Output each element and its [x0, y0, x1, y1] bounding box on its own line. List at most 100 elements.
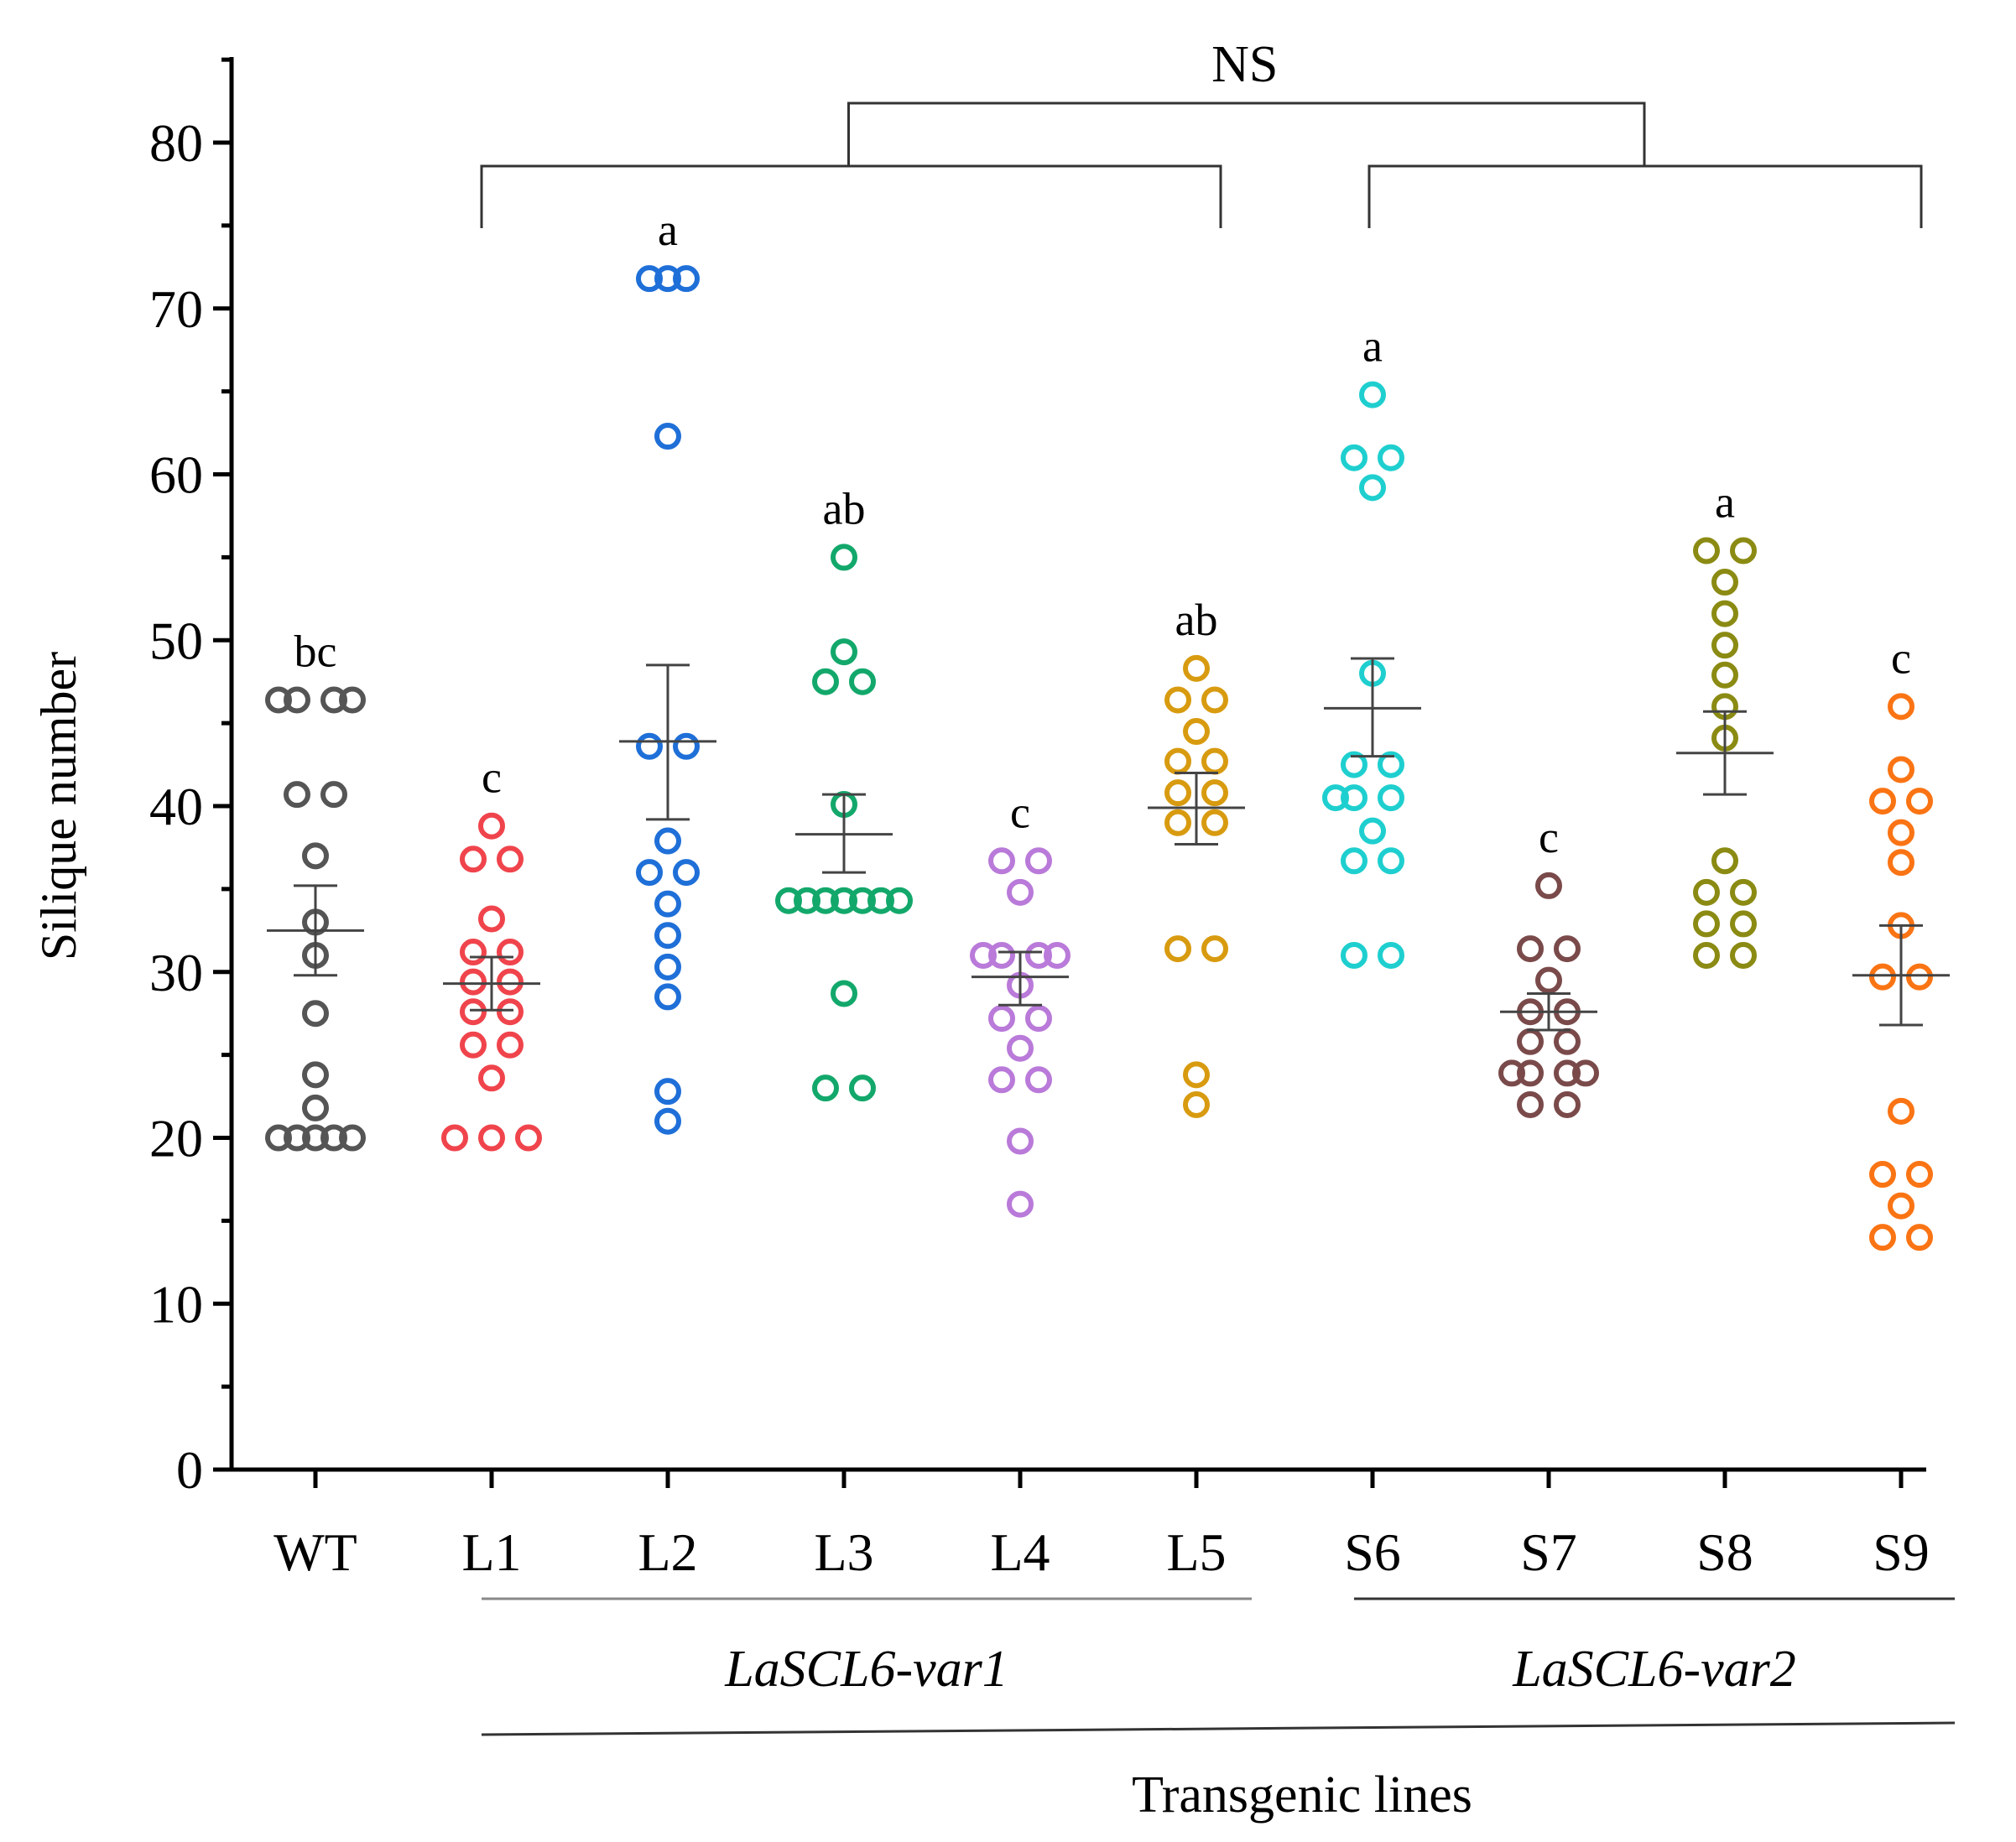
- data-point: [1201, 935, 1228, 963]
- data-point: [1378, 444, 1404, 471]
- data-point: [1693, 878, 1720, 906]
- x-tick-label: S7: [1520, 1522, 1577, 1582]
- data-point: [1693, 910, 1720, 938]
- data-point: [988, 941, 1015, 969]
- data-point: [812, 668, 839, 695]
- significance-label: ab: [1175, 595, 1218, 645]
- data-point: [460, 1031, 487, 1059]
- data-point: [478, 1064, 505, 1092]
- x-tick-label: L1: [461, 1522, 521, 1582]
- data-point: [1535, 872, 1562, 899]
- data-point: [1025, 1005, 1052, 1033]
- data-point: [1201, 779, 1228, 807]
- axes: 0 10 20 30 40 50 60 70 80 Silique number WT L1 L2 L3 L…: [31, 57, 1930, 1582]
- significance-label: c: [1010, 787, 1030, 837]
- data-point: [1711, 661, 1738, 689]
- data-point: [654, 423, 681, 450]
- series-WT: bc: [265, 626, 366, 1152]
- data-point: [497, 998, 524, 1026]
- data-point: [1007, 1034, 1034, 1062]
- data-point: [1869, 1161, 1896, 1189]
- data-point: [1906, 788, 1933, 815]
- data-point: [654, 953, 681, 981]
- data-point: [1869, 1224, 1896, 1251]
- data-point: [1906, 1224, 1933, 1251]
- data-point: [1554, 1090, 1581, 1118]
- data-point: [654, 922, 681, 950]
- data-point: [1517, 1059, 1544, 1087]
- ns-label: NS: [1211, 36, 1278, 93]
- data-point: [1359, 817, 1386, 845]
- data-point: [1906, 963, 1933, 991]
- significance-label: a: [1715, 476, 1735, 527]
- series-L1: c: [441, 752, 542, 1152]
- data-point: [654, 265, 681, 293]
- data-point: [1044, 941, 1071, 969]
- data-point: [497, 939, 524, 966]
- data-point: [654, 1107, 681, 1135]
- data-point: [1517, 1090, 1544, 1118]
- data-point: [1869, 963, 1896, 991]
- data-point: [1007, 1127, 1034, 1155]
- y-tick-label: 40: [149, 777, 203, 836]
- x-tick-label: L3: [814, 1522, 873, 1582]
- data-point: [812, 887, 839, 914]
- data-point: [339, 1124, 366, 1152]
- data-point: [812, 1074, 839, 1102]
- data-point: [988, 847, 1015, 875]
- data-point: [775, 887, 802, 914]
- data-point: [478, 812, 505, 840]
- data-point: [478, 1124, 505, 1152]
- series-S8: a: [1676, 476, 1774, 969]
- data-point: [1888, 756, 1914, 783]
- x-tick-label: L5: [1166, 1522, 1226, 1582]
- data-point: [478, 905, 505, 933]
- data-point: [497, 846, 524, 873]
- data-point: [1711, 847, 1738, 875]
- data-point: [1711, 569, 1738, 596]
- bracket-var1: [480, 164, 1222, 228]
- data-point: [1007, 878, 1034, 906]
- data-point: [497, 968, 524, 996]
- series-S7: c: [1498, 812, 1599, 1118]
- data-point: [970, 941, 997, 969]
- data-point: [1164, 935, 1191, 963]
- data-point: [1341, 751, 1367, 778]
- data-point: [636, 265, 663, 293]
- data-point: [1869, 788, 1896, 815]
- data-point: [1378, 751, 1404, 778]
- group-label-var1: LaSCL6-var1: [724, 1641, 1008, 1698]
- series-S9: c: [1852, 632, 1950, 1251]
- data-point: [1554, 935, 1581, 963]
- data-point: [1183, 654, 1210, 682]
- data-point: [497, 1031, 524, 1059]
- data-point: [1517, 1028, 1544, 1055]
- data-point: [1554, 1059, 1581, 1087]
- data-point: [1201, 686, 1228, 714]
- data-point: [1183, 718, 1210, 746]
- significance-label: bc: [294, 626, 337, 676]
- data-point: [1341, 847, 1367, 875]
- data-point: [1906, 1161, 1933, 1189]
- series-L2: a: [619, 205, 716, 1135]
- data-point: [654, 890, 681, 918]
- y-tick-label: 60: [149, 445, 203, 505]
- data-point: [1007, 1190, 1034, 1218]
- data-point: [831, 887, 857, 914]
- data-point: [1730, 878, 1757, 906]
- data-point: [1888, 849, 1914, 877]
- data-point: [1359, 474, 1386, 502]
- data-point: [320, 781, 347, 809]
- data-point: [1341, 784, 1367, 812]
- y-tick-label: 50: [149, 611, 203, 670]
- data-point: [1498, 1059, 1525, 1087]
- x-tick-label: L4: [990, 1522, 1050, 1582]
- data-point: [1025, 847, 1052, 875]
- data-point: [673, 859, 700, 887]
- data-point: [1711, 600, 1738, 627]
- data-point: [284, 686, 310, 714]
- data-point: [831, 544, 857, 571]
- x-tick-label: L2: [638, 1522, 697, 1582]
- data-point: [1183, 1061, 1210, 1089]
